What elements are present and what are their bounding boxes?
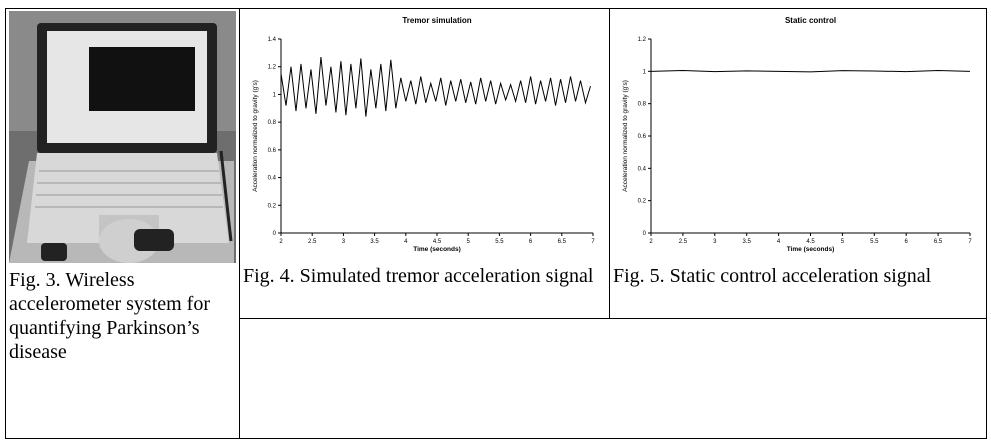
x-tick-label: 4 [404, 239, 408, 245]
x-tick-label: 2 [279, 239, 283, 245]
y-tick-label: 0.6 [638, 134, 647, 140]
x-tick-label: 6 [529, 239, 533, 245]
y-tick-label: 0.2 [638, 199, 647, 205]
x-tick-label: 2.5 [308, 239, 317, 245]
fig5-caption: Fig. 5. Static control acceleration sign… [613, 265, 932, 287]
y-tick-label: 1.2 [268, 65, 277, 71]
x-tick-label: 2.5 [679, 239, 688, 245]
photo [9, 11, 236, 263]
y-axis-label: Acceleration normalized to gravity (g's) [252, 80, 259, 192]
x-tick-label: 7 [591, 239, 595, 245]
x-tick-label: 4.5 [433, 239, 442, 245]
x-tick-label: 4.5 [806, 239, 815, 245]
y-tick-label: 0 [643, 231, 647, 237]
fig5-cell: Static control 0 0.2 0.4 0.6 0.8 1 1.2 2 2.5 3 3.5 4… [609, 8, 987, 319]
empty-cell [239, 318, 987, 439]
y-tick-label: 0.8 [638, 102, 647, 108]
y-tick-label: 0.8 [268, 120, 277, 126]
y-tick-label: 1.2 [638, 37, 647, 43]
fig4-caption: Fig. 4. Simulated tremor acceleration si… [243, 265, 594, 287]
y-tick-label: 1 [273, 92, 277, 98]
y-axis-label: Acceleration normalized to gravity (g's) [622, 80, 629, 192]
x-tick-label: 3 [342, 239, 346, 245]
y-tick-label: 1.4 [268, 37, 277, 43]
fig3-cell: Fig. 3. Wireless accelerometer system fo… [5, 8, 240, 439]
data-line [650, 70, 971, 73]
x-tick-label: 4 [777, 239, 781, 245]
x-tick-label: 6 [905, 239, 909, 245]
x-tick-label: 3.5 [370, 239, 379, 245]
x-axis-label: Time (seconds) [787, 246, 835, 253]
x-axis-label: Time (seconds) [413, 246, 461, 253]
x-tick-label: 7 [968, 239, 972, 245]
y-tick-label: 0.6 [268, 148, 277, 154]
y-tick-label: 0 [273, 231, 277, 237]
x-tick-label: 6.5 [934, 239, 943, 245]
fig4-cell: Tremor simulation 0 0.2 0.4 0.6 0.8 1 1.2 1.4 2 2.… [239, 8, 610, 319]
x-tick-label: 5 [841, 239, 845, 245]
data-line [280, 56, 591, 117]
y-tick-label: 1 [643, 69, 647, 75]
y-tick-label: 0.4 [638, 166, 647, 172]
x-tick-label: 5.5 [495, 239, 504, 245]
chart: Static control 0 0.2 0.4 0.6 0.8 1 1.2 2 2.5 3 3.5 4… [622, 16, 972, 253]
x-tick-label: 5 [467, 239, 471, 245]
y-tick-label: 0.2 [268, 203, 277, 209]
x-tick-label: 5.5 [870, 239, 879, 245]
figure-table: Fig. 3. Wireless accelerometer system fo… [5, 8, 987, 439]
x-tick-label: 2 [649, 239, 653, 245]
x-tick-label: 3 [713, 239, 717, 245]
y-tick-label: 0.4 [268, 176, 277, 182]
fig3-caption: Fig. 3. Wireless accelerometer system fo… [9, 269, 211, 363]
x-tick-label: 3.5 [743, 239, 752, 245]
chart: Tremor simulation 0 0.2 0.4 0.6 0.8 1 1.2 1.4 2 2.… [252, 16, 595, 253]
chart-title: Static control [785, 16, 836, 25]
chart-title: Tremor simulation [402, 16, 471, 25]
x-tick-label: 6.5 [558, 239, 567, 245]
